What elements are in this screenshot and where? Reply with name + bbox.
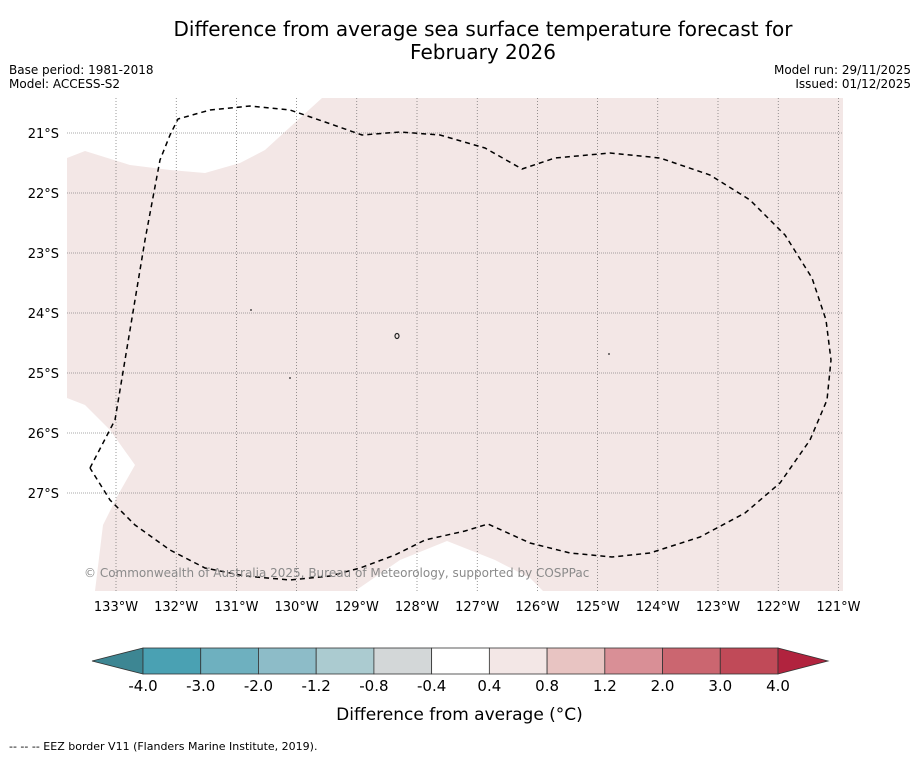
- longitude-label: 129°W: [335, 600, 379, 615]
- eez-footnote: -- -- -- EEZ border V11 (Flanders Marine…: [9, 740, 318, 753]
- colorbar-swatch: [604, 647, 663, 675]
- longitude-label: 127°W: [455, 600, 499, 615]
- white-region-south: [355, 541, 543, 591]
- latitude-label: 22°S: [28, 187, 59, 202]
- colorbar-label: 1.2: [592, 677, 617, 695]
- colorbar-swatch: [315, 647, 375, 675]
- longitude-label: 132°W: [154, 600, 198, 615]
- island-marker: [289, 377, 291, 379]
- colorbar-swatch: [662, 647, 721, 675]
- island-marker: [608, 353, 610, 355]
- chart-title: Difference from average sea surface temp…: [0, 18, 919, 64]
- island-marker: [250, 309, 252, 311]
- colorbar-under-arrow: [91, 647, 144, 675]
- title-line-2: February 2026: [410, 40, 556, 64]
- map-background: [67, 98, 843, 591]
- colorbar-label: -4.0: [128, 677, 158, 695]
- latitude-label: 27°S: [28, 487, 59, 502]
- title-line-1: Difference from average sea surface temp…: [173, 17, 793, 41]
- colorbar-title: Difference from average (°C): [336, 705, 583, 725]
- copyright-watermark: © Commonwealth of Australia 2025, Bureau…: [84, 566, 589, 580]
- longitude-label: 131°W: [214, 600, 258, 615]
- model-run-text: Model run: 29/11/2025: [773, 63, 911, 77]
- longitude-label: 124°W: [636, 600, 680, 615]
- longitude-tick-labels: 133°W 132°W 131°W 130°W 129°W 128°W 127°W 126°W…: [94, 600, 861, 615]
- latitude-label: 24°S: [28, 307, 59, 322]
- colorbar-swatch: [200, 647, 259, 675]
- latitude-label: 23°S: [28, 247, 59, 262]
- longitude-label: 122°W: [756, 600, 800, 615]
- colorbar-label: 4.0: [766, 677, 790, 695]
- colorbar-label: -0.4: [416, 677, 447, 695]
- longitude-label: 123°W: [696, 600, 740, 615]
- colorbar-swatch: [488, 647, 548, 675]
- left-metadata: Base period: 1981-2018 Model: ACCESS-S2: [9, 63, 154, 91]
- colorbar-label: -2.0: [243, 677, 274, 695]
- colorbar: [91, 647, 830, 675]
- latitude-label: 26°S: [28, 427, 59, 442]
- right-metadata: Model run: 29/11/2025 Issued: 01/12/2025: [774, 63, 911, 91]
- longitude-label: 126°W: [515, 600, 559, 615]
- colorbar-label: -0.8: [359, 677, 389, 695]
- latitude-label: 25°S: [28, 367, 59, 382]
- map-gridlines: [67, 98, 843, 591]
- colorbar-label: 3.0: [708, 677, 733, 695]
- longitude-label: 133°W: [94, 600, 138, 615]
- white-region-north: [67, 98, 322, 173]
- colorbar-label: 2.0: [650, 677, 675, 695]
- colorbar-label: 0.4: [477, 677, 502, 695]
- issued-text: Issued: 01/12/2025: [795, 77, 911, 91]
- island-marker: [394, 332, 400, 340]
- latitude-tick-labels: 21°S 22°S 23°S 24°S 25°S 26°S 27°S: [28, 127, 59, 502]
- colorbar-swatch: [373, 647, 433, 675]
- map-panel: © Commonwealth of Australia 2025, Bureau…: [67, 98, 843, 591]
- base-period-text: Base period: 1981-2018: [9, 63, 154, 77]
- model-text: Model: ACCESS-S2: [9, 77, 121, 91]
- colorbar-swatch: [546, 647, 606, 675]
- colorbar-over-arrow: [777, 647, 830, 675]
- colorbar-label: -1.2: [301, 677, 331, 695]
- colorbar-swatch: [142, 647, 202, 675]
- white-region-west: [67, 398, 135, 591]
- longitude-label: 125°W: [576, 600, 620, 615]
- latitude-label: 21°S: [28, 127, 59, 142]
- colorbar-label: 0.8: [535, 677, 560, 695]
- colorbar-swatch: [258, 647, 317, 675]
- longitude-label: 128°W: [395, 600, 439, 615]
- longitude-label: 130°W: [275, 600, 319, 615]
- colorbar-swatch: [719, 647, 779, 675]
- colorbar-label: -3.0: [186, 677, 216, 695]
- colorbar-swatch: [431, 647, 490, 675]
- longitude-label: 121°W: [816, 600, 860, 615]
